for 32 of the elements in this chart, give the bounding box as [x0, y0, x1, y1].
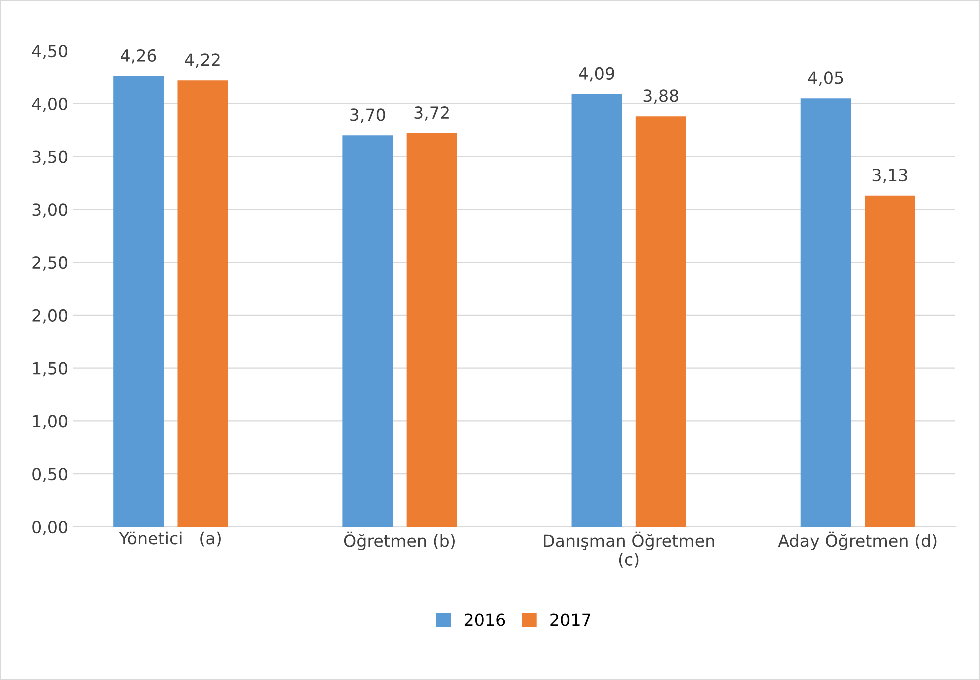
y-tick-label: 1,50 [33, 362, 68, 377]
bar [178, 80, 228, 527]
data-label: 3,13 [872, 168, 908, 184]
bar [114, 76, 164, 527]
data-label: 4,26 [121, 49, 156, 64]
y-tick-label: 4,00 [32, 98, 68, 112]
x-tick-label: Danışman Öğretmen (c) [544, 532, 714, 568]
y-tick-label: 4,50 [32, 44, 68, 60]
y-tick-label: 0,50 [32, 468, 68, 482]
y-tick-label: 3,50 [32, 150, 68, 166]
y-tick-label: 0,00 [32, 520, 68, 536]
y-tick-label: 2,50 [32, 256, 68, 271]
bar [800, 98, 852, 527]
data-label: 3,88 [644, 90, 679, 104]
data-label: 3,72 [414, 106, 449, 121]
bar [406, 134, 458, 527]
y-tick-label: 2,00 [32, 309, 68, 324]
data-label: 4,09 [579, 67, 614, 82]
bar [342, 136, 394, 527]
x-tick-label: Yönetici (a) [119, 532, 221, 547]
bar [865, 196, 916, 527]
data-label: 3,70 [350, 108, 386, 123]
y-tick-label: 3,00 [32, 204, 68, 218]
y-tick-label: 1,00 [33, 415, 68, 430]
x-tick-label: Aday Öğretmen (d) [778, 532, 937, 551]
legend-label: 2016 [464, 614, 506, 626]
data-label: 4,22 [185, 54, 220, 68]
bar [572, 94, 622, 527]
bar [636, 116, 686, 527]
legend-label: 2017 [550, 614, 590, 626]
data-label: 4,05 [808, 72, 844, 86]
x-tick-label: Öğretmen (b) [344, 532, 455, 551]
